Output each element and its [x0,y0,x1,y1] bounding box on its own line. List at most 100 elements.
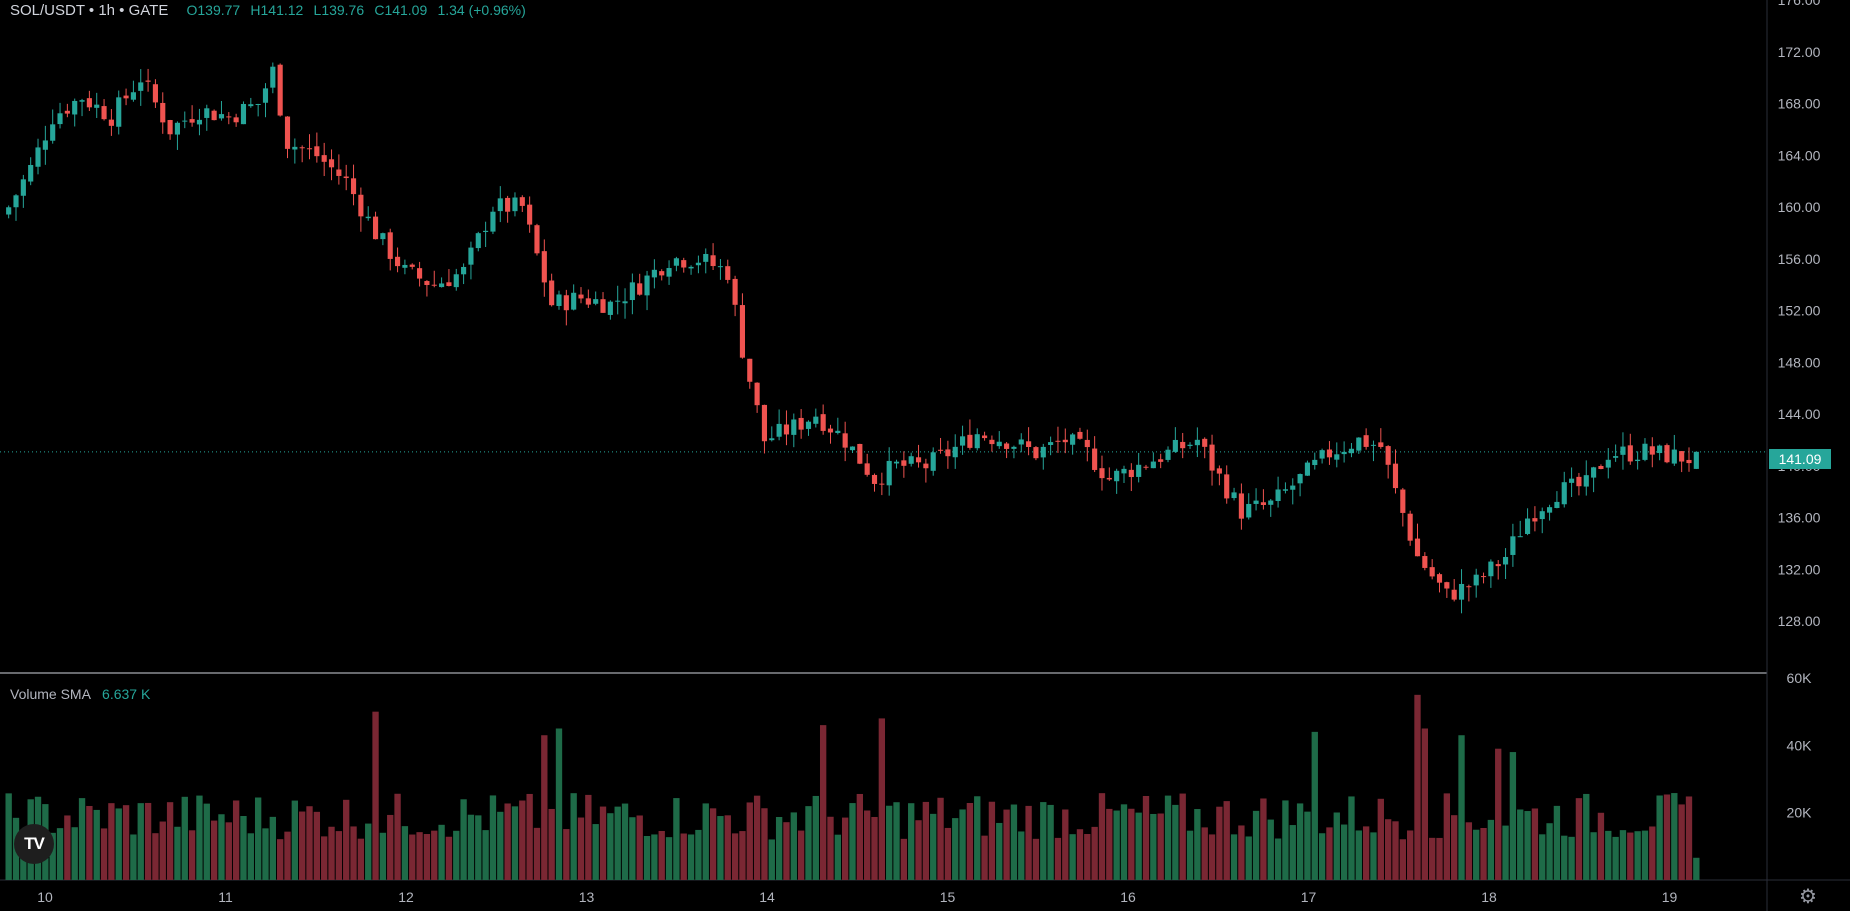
volume-bar [1546,823,1553,880]
candle-body [1180,441,1186,449]
candle-body [130,92,136,100]
candle-body [1532,518,1538,522]
candle-body [512,197,518,212]
candle-body [328,159,335,168]
volume-bar [203,803,210,880]
symbol-title[interactable]: SOL/USDT • 1h • GATE [10,2,169,19]
candle-body [1275,489,1281,502]
volume-bar [1392,821,1399,880]
volume-bar [262,828,269,880]
volume-bar [1377,798,1384,880]
candle-body [1414,538,1421,557]
volume-bar [1502,825,1509,880]
tradingview-logo-icon[interactable]: TV [14,824,54,864]
price-tick-label: 144.00 [1778,406,1821,422]
volume-bar [1619,830,1627,880]
volume-bar [1634,831,1641,880]
candle-body [725,266,731,280]
candle-body [1231,492,1237,499]
volume-bar [680,833,687,880]
volume-bar [306,806,313,880]
candle-body [952,446,958,458]
volume-bar [1406,830,1414,880]
volume-bar [453,830,460,880]
volume-bar [269,816,276,880]
volume-bar [841,817,849,880]
candle-body [673,258,679,266]
candle-body [1326,449,1333,458]
candle-body [101,106,107,120]
volume-bar [658,830,665,880]
candle-body [1444,582,1450,589]
volume-bar [460,799,467,880]
gear-icon[interactable]: ⚙ [1799,885,1817,908]
volume-bar [1216,806,1223,880]
price-tick-label: 172.00 [1778,44,1821,60]
volume-bar [959,809,966,880]
volume-bar [438,824,445,880]
candle-body [372,216,379,240]
candle-body [1657,445,1663,454]
volume-legend[interactable]: Volume SMA 6.637 K [10,686,150,702]
candle-body [226,116,232,118]
volume-bar [1304,811,1311,880]
candle-body [365,216,371,219]
candle-body [534,225,540,254]
volume-bar [988,801,996,880]
volume-bar [1436,837,1443,880]
candle-body [996,441,1002,447]
volume-bar [1150,813,1157,880]
volume-bar [1208,834,1216,880]
volume-bar [218,814,225,880]
volume-bar [409,834,416,880]
volume-bar [768,839,775,880]
open-label: O [186,2,198,18]
candle-body [50,124,56,141]
volume-bar [108,803,115,880]
candle-body [380,233,386,240]
candle-body [754,382,760,406]
volume-bar [1326,827,1333,880]
volume-bar [739,831,746,880]
candle-body [967,434,973,448]
volume-bar [996,822,1003,880]
candle-body [593,299,599,304]
volume-bar [1612,836,1619,880]
volume-bar [1362,826,1370,880]
candle-body [1224,474,1230,499]
candle-body [57,113,63,125]
volume-bar [1047,804,1054,880]
candle-body [446,282,452,286]
candle-body [959,436,966,446]
volume-bar [152,833,159,880]
volume-bar [284,831,291,880]
volume-bar [115,808,122,880]
time-tick-label: 18 [1481,889,1497,905]
candle-body [152,84,158,103]
volume-bar [1465,822,1473,880]
volume-bar [93,809,100,880]
candle-body [776,423,782,437]
volume-bar [900,838,908,880]
volume-bar [1355,830,1362,880]
volume-bar [71,827,78,880]
candle-body [1106,477,1112,480]
volume-bar [1318,833,1326,880]
candle-body [982,435,988,439]
volume-bar [1120,804,1128,880]
time-tick-label: 15 [940,889,956,905]
volume-bar [357,838,365,880]
candle-body [703,253,709,262]
candle-body [578,294,584,299]
volume-bar [1128,808,1135,880]
candle-body [739,305,746,358]
volume-bar [196,795,203,880]
candle-body [1561,482,1567,505]
candle-body [204,108,210,118]
candle-body [174,122,181,135]
volume-bar [240,816,247,880]
volume-bar [1245,836,1252,880]
volume-bar [299,811,306,880]
volume-bar [1583,793,1590,880]
